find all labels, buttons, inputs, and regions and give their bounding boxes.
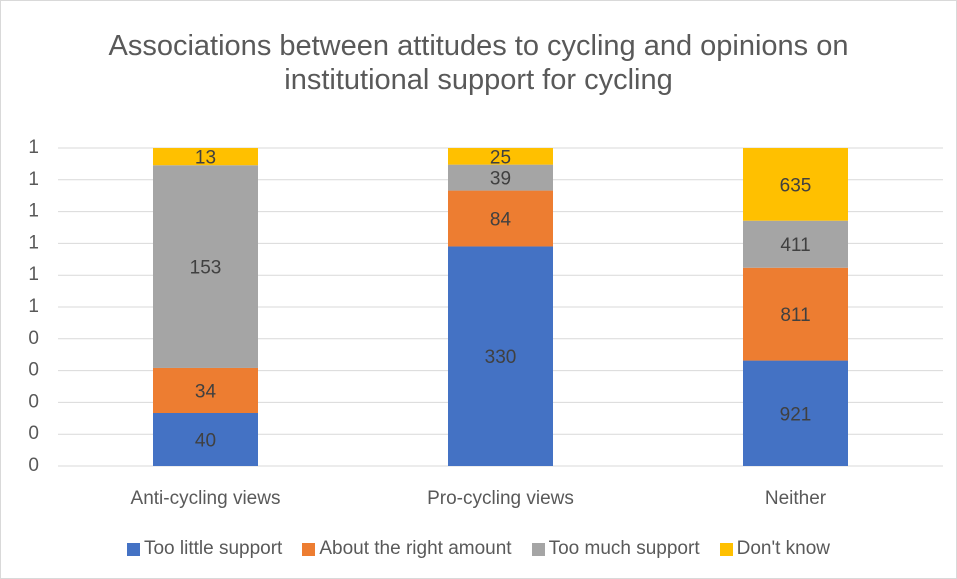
legend-swatch <box>531 542 545 556</box>
bar-segment <box>153 148 258 166</box>
legend-label: Don't know <box>736 538 831 559</box>
data-label: 330 <box>485 347 517 368</box>
legend: Too little support About the right amount… <box>1 538 956 560</box>
y-tick-label: 0 <box>28 391 39 412</box>
bar-segment <box>448 190 553 247</box>
data-label: 153 <box>190 258 222 279</box>
y-tick-label: 1 <box>28 296 39 317</box>
data-label: 921 <box>780 404 812 425</box>
data-label: 34 <box>195 381 217 402</box>
bar-segment <box>448 246 553 466</box>
legend-swatch <box>302 542 316 556</box>
bar-segment <box>448 164 553 191</box>
bar-segment <box>743 360 848 466</box>
legend-item: Too little support <box>126 538 283 560</box>
bar-segment <box>153 413 258 466</box>
y-tick-label: 1 <box>28 169 39 190</box>
x-tick-label: Anti-cycling views <box>131 488 281 509</box>
legend-label: Too little support <box>143 538 283 559</box>
chart-title: Associations between attitudes to cyclin… <box>108 30 849 96</box>
data-label: 39 <box>490 169 511 190</box>
x-tick-label: Neither <box>765 488 827 509</box>
legend-swatch <box>719 542 733 556</box>
bar-segment <box>153 367 258 413</box>
data-label: 84 <box>490 210 512 231</box>
y-tick-label: 0 <box>28 455 39 476</box>
data-label: 411 <box>780 235 810 256</box>
bar-segment <box>448 148 553 165</box>
legend-item: Too much support <box>531 538 700 560</box>
y-tick-label: 0 <box>28 360 39 381</box>
y-tick-label: 0 <box>28 423 39 444</box>
legend-label: About the right amount <box>319 538 512 559</box>
data-label: 25 <box>490 147 511 168</box>
y-tick-label: 1 <box>28 201 39 222</box>
x-tick-label: Pro-cycling views <box>427 488 574 509</box>
data-label: 811 <box>780 305 810 326</box>
legend-item: Don't know <box>719 538 831 560</box>
legend-item: About the right amount <box>302 538 512 560</box>
data-label: 40 <box>195 431 216 452</box>
y-tick-label: 1 <box>28 137 39 158</box>
y-tick-label: 0 <box>28 328 39 349</box>
legend-swatch <box>126 542 140 556</box>
legend-label: Too much support <box>548 538 700 559</box>
bar-segment <box>153 165 258 368</box>
data-label: 13 <box>195 148 216 169</box>
data-label: 635 <box>780 175 812 196</box>
bar-segment <box>743 267 848 361</box>
bar-segment <box>743 148 848 221</box>
bar-segment <box>743 220 848 268</box>
y-tick-label: 1 <box>28 232 39 253</box>
y-tick-label: 1 <box>28 264 39 285</box>
